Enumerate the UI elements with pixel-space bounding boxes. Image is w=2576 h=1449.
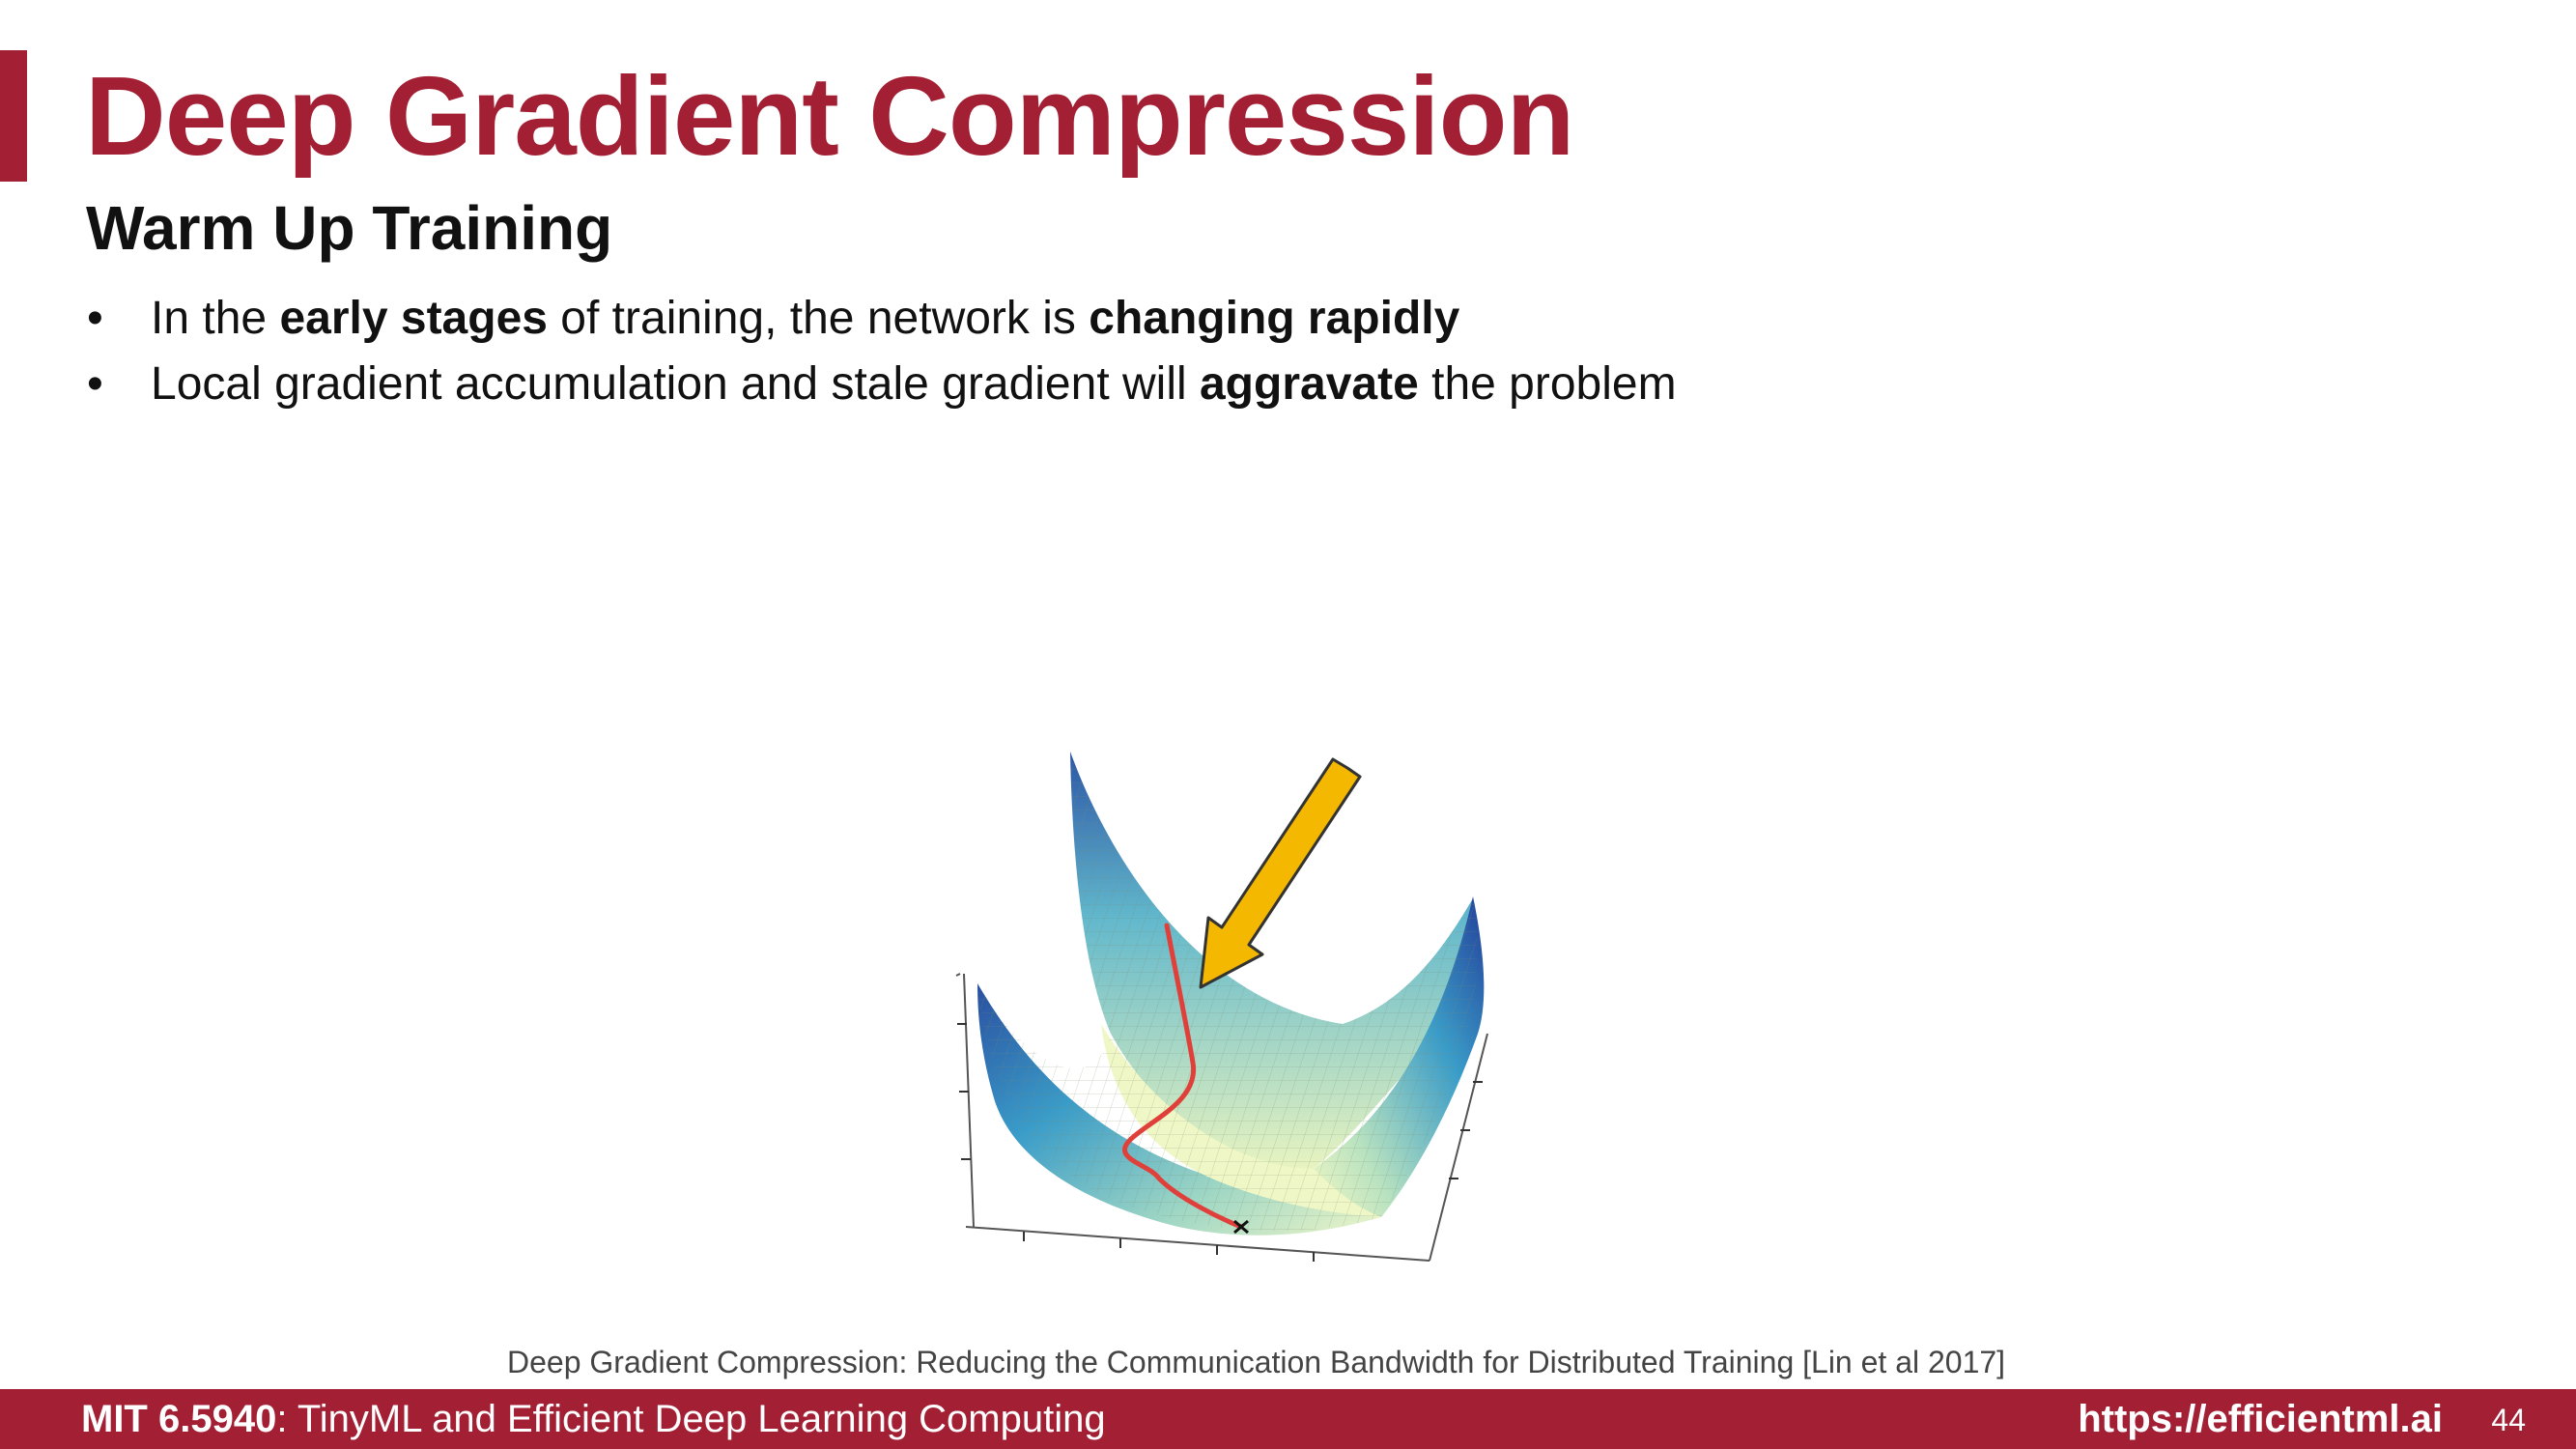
title-accent-bar [0,50,27,182]
bullet-text: of training, the network is [547,293,1090,344]
axis-ticks [957,1023,1483,1262]
footer-bar: MIT 6.5940: TinyML and Efficient Deep Le… [0,1389,2576,1449]
bullet-item: • In the early stages of training, the n… [87,286,1677,352]
course-code: MIT 6.5940 [81,1398,277,1440]
yellow-arrow-icon [1199,757,1362,989]
axes-frame [955,973,1488,1262]
course-name: : TinyML and Efficient Deep Learning Com… [276,1398,1106,1440]
bullet-text: In the [151,293,280,344]
trajectory-end-marker [1233,1219,1249,1235]
bullet-item: • Local gradient accumulation and stale … [87,352,1677,417]
bullet-list: • In the early stages of training, the n… [87,286,1677,417]
slide-title: Deep Gradient Compression [85,53,1574,179]
bullet-marker: • [87,293,103,344]
bullet-emphasis: early stages [279,293,548,344]
course-url-link[interactable]: https://efficientml.ai [2078,1398,2443,1440]
course-info: MIT 6.5940: TinyML and Efficient Deep Le… [81,1397,1106,1441]
loss-surface-icon [955,752,1488,1262]
bullet-text: Local gradient accumulation and stale gr… [151,358,1200,410]
bullet-emphasis: aggravate [1199,358,1419,410]
bullet-emphasis: changing rapidly [1089,293,1460,344]
bullet-text: the problem [1418,358,1677,410]
figure-citation: Deep Gradient Compression: Reducing the … [507,1345,2006,1379]
slide-subtitle: Warm Up Training [86,193,613,263]
trajectory-line [1122,923,1244,1230]
page-number: 44 [2491,1403,2526,1437]
bullet-marker: • [87,358,103,410]
